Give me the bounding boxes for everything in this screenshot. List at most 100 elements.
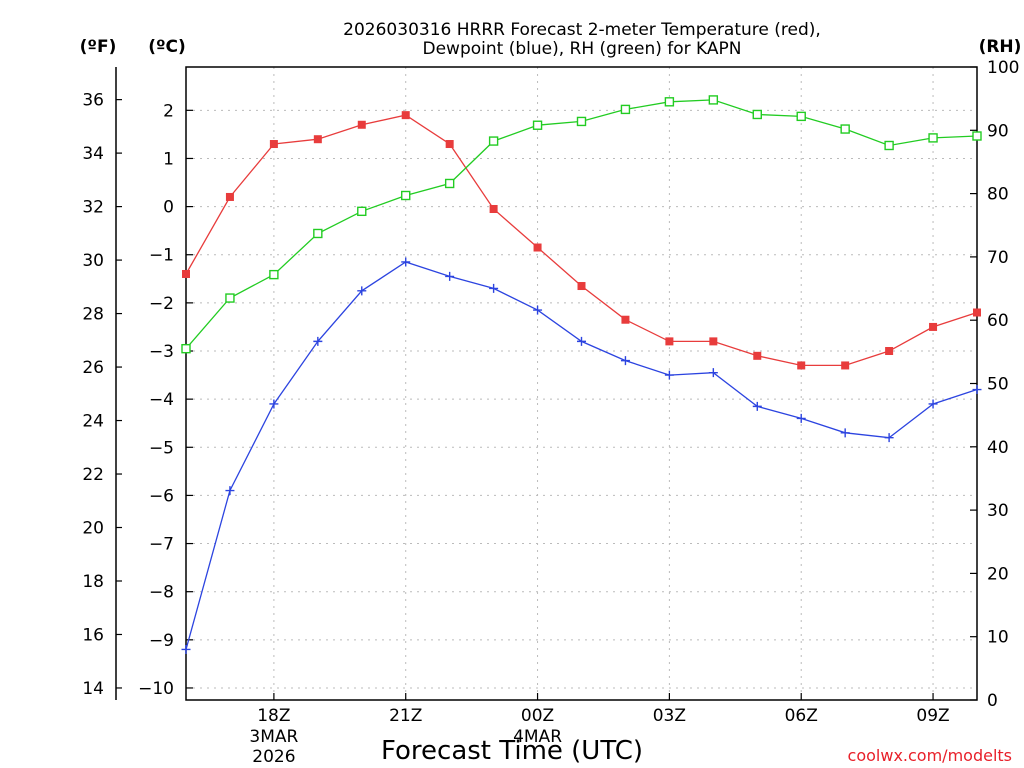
celsius-tick-label: −5 xyxy=(149,438,174,458)
celsius-axis-unit: (ºC) xyxy=(148,37,186,57)
rh-point xyxy=(840,124,850,134)
celsius-tick-label: −2 xyxy=(149,294,174,314)
dewpoint-point xyxy=(708,368,718,378)
fahrenheit-tick-label: 32 xyxy=(82,198,104,218)
fahrenheit-axis: 36 34 32 30 28 26 24 22 20 18 16 14 xyxy=(82,91,122,699)
celsius-tick-label: 2 xyxy=(163,101,174,121)
dewpoint-point xyxy=(181,644,191,654)
2-meter-temperature-point xyxy=(182,269,190,278)
2-meter-temperature-point xyxy=(533,243,542,252)
rh-point xyxy=(884,140,894,151)
chart-title-line1: 2026030316 HRRR Forecast 2-meter Tempera… xyxy=(343,20,821,40)
celsius-tick-label: −4 xyxy=(149,390,174,410)
dewpoint-point xyxy=(577,336,586,346)
fahrenheit-tick-label: 18 xyxy=(82,572,104,592)
rh-tick-label: 50 xyxy=(987,375,1009,395)
2-meter-temperature-point xyxy=(665,337,674,346)
rh-point xyxy=(928,133,938,143)
dewpoint-point xyxy=(928,399,938,409)
2-meter-temperature-point xyxy=(709,337,718,346)
fahrenheit-tick-label: 20 xyxy=(82,519,104,539)
2-meter-temperature-point xyxy=(401,111,410,120)
rh-tick-label: 0 xyxy=(987,691,998,711)
celsius-tick-label: −3 xyxy=(149,342,174,362)
x-axis-title: Forecast Time (UTC) xyxy=(381,736,643,766)
celsius-tick-label: −9 xyxy=(149,631,174,651)
2-meter-temperature-point xyxy=(357,120,366,129)
time-tick-label: 03Z xyxy=(653,706,686,726)
fahrenheit-tick-label: 36 xyxy=(82,91,104,111)
dewpoint-point xyxy=(445,271,455,281)
dewpoint-point xyxy=(533,305,543,315)
dewpoint-point xyxy=(225,486,235,496)
rh-point xyxy=(708,95,719,105)
rh-point xyxy=(664,97,675,107)
rh-tick-label: 20 xyxy=(987,564,1009,584)
celsius-tick-label: −6 xyxy=(149,486,174,506)
fahrenheit-tick-label: 28 xyxy=(82,305,104,325)
time-tick-label: 18Z xyxy=(257,706,290,726)
rh-tick-label: 90 xyxy=(987,121,1009,141)
time-date-label: 4MAR xyxy=(513,727,562,747)
rh-tick-label: 80 xyxy=(987,185,1009,205)
rh-tick-label: 100 xyxy=(987,58,1019,78)
rh-point xyxy=(181,343,191,354)
time-tick-label: 06Z xyxy=(785,706,818,726)
series-rh xyxy=(181,95,982,354)
rh-tick-label: 10 xyxy=(987,628,1009,648)
rh-tick-label: 40 xyxy=(987,438,1009,458)
dewpoint-point xyxy=(313,336,323,346)
time-tick-label: 21Z xyxy=(389,706,422,726)
dewpoint-point xyxy=(357,286,367,296)
2-meter-temperature-point xyxy=(313,135,322,144)
dewpoint-point xyxy=(489,283,499,293)
2-meter-temperature-point xyxy=(445,140,454,149)
2-meter-temperature-line xyxy=(185,114,978,367)
fahrenheit-tick-label: 30 xyxy=(82,251,104,271)
rh-point xyxy=(620,104,631,115)
series-dewpoint xyxy=(181,257,982,654)
fahrenheit-tick-label: 26 xyxy=(82,358,104,378)
2-meter-temperature-point xyxy=(489,205,498,214)
dewpoint-point xyxy=(269,399,279,409)
celsius-axis: 2 1 0 −1 −2 −3 −4 −5 −6 −7 −8 −9 −10 xyxy=(138,101,193,699)
rh-point xyxy=(357,206,367,217)
rh-axis-unit: (RH) xyxy=(979,37,1022,57)
2-meter-temperature-point xyxy=(885,347,894,356)
2-meter-temperature-point xyxy=(797,361,806,370)
dewpoint-point xyxy=(840,428,850,438)
chart-title-line2: Dewpoint (blue), RH (green) for KAPN xyxy=(422,39,741,59)
series-layer xyxy=(181,95,982,654)
celsius-tick-label: 1 xyxy=(163,149,174,169)
celsius-tick-label: −10 xyxy=(138,679,174,699)
2-meter-temperature-point xyxy=(269,140,278,149)
dewpoint-point xyxy=(620,356,630,366)
2-meter-temperature-point xyxy=(621,315,630,324)
watermark: coolwx.com/modelts xyxy=(848,746,1012,765)
rh-point xyxy=(401,190,411,201)
time-year-label: 2026 xyxy=(252,747,295,767)
rh-point xyxy=(313,228,323,239)
rh-line xyxy=(185,99,978,350)
dewpoint-point xyxy=(796,413,806,423)
rh-point xyxy=(444,178,455,189)
rh-point xyxy=(225,293,235,303)
time-tick-label: 00Z xyxy=(521,706,554,726)
fahrenheit-tick-label: 22 xyxy=(82,465,104,485)
2-meter-temperature-point xyxy=(841,361,850,370)
rh-tick-label: 70 xyxy=(987,248,1009,268)
rh-tick-label: 30 xyxy=(987,501,1009,521)
fahrenheit-tick-label: 34 xyxy=(82,144,104,164)
celsius-tick-label: −7 xyxy=(149,535,174,555)
rh-point xyxy=(488,136,499,146)
2-meter-temperature-point xyxy=(753,351,762,360)
time-date-label: 3MAR xyxy=(249,727,298,747)
gridlines xyxy=(186,67,977,700)
fahrenheit-axis-unit: (ºF) xyxy=(80,37,117,57)
2-meter-temperature-point xyxy=(973,308,981,317)
dewpoint-point xyxy=(884,433,894,443)
dewpoint-point xyxy=(752,401,762,411)
rh-point xyxy=(576,116,587,127)
